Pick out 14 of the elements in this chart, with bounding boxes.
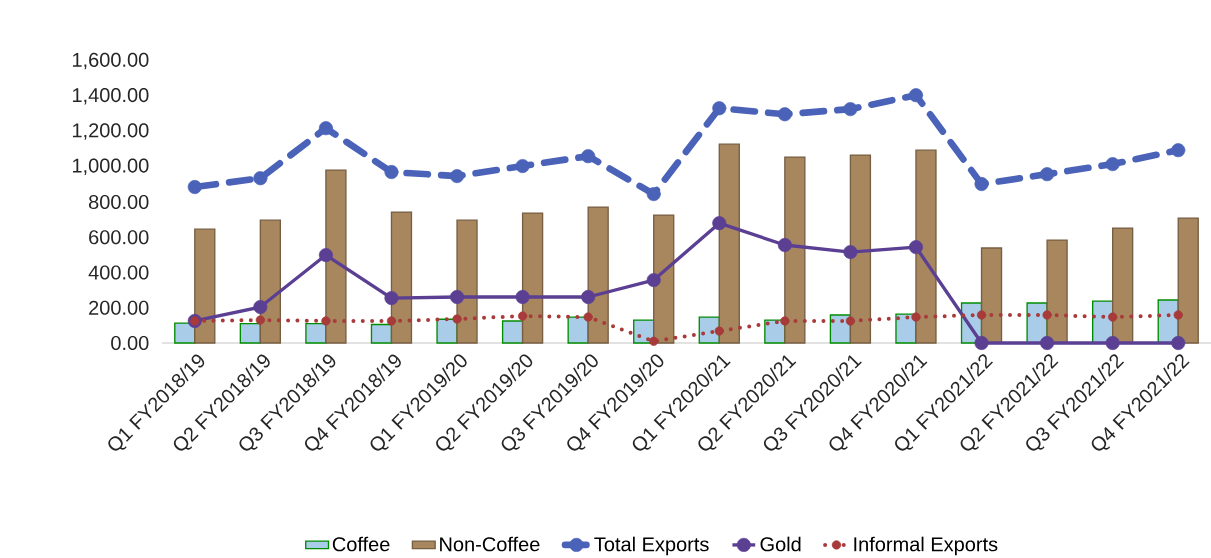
y-tick-label: 1,200.00: [72, 123, 149, 140]
legend-label: Gold: [760, 536, 801, 552]
legend-label: Total Exports: [594, 536, 709, 556]
y-tick-label: 600.00: [89, 230, 149, 245]
y-tick-label: 1,400.00: [72, 87, 149, 105]
y-tick-label: 200.00: [89, 300, 149, 315]
legend-label: Informal Exports: [854, 536, 998, 556]
y-tick-label: 800.00: [89, 194, 149, 210]
y-tick-label: 1,600.00: [72, 52, 149, 70]
y-tick-label: 1,000.00: [72, 158, 149, 176]
legend-label: Non-Coffee: [440, 536, 540, 552]
y-tick-label: 400.00: [88, 265, 149, 280]
legend-label: Coffee: [332, 536, 390, 552]
y-tick-label: 0.00: [111, 335, 149, 351]
